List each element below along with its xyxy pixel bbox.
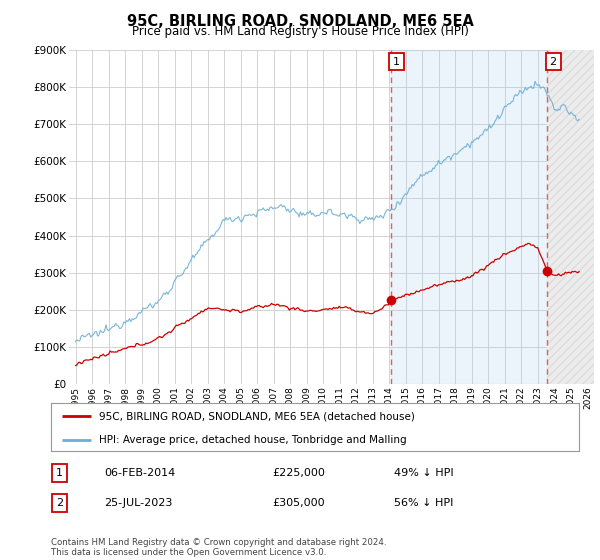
Text: 1: 1: [56, 468, 63, 478]
Text: HPI: Average price, detached house, Tonbridge and Malling: HPI: Average price, detached house, Tonb…: [98, 435, 406, 445]
Bar: [547, 50, 596, 384]
Text: 2: 2: [56, 498, 64, 508]
Text: 95C, BIRLING ROAD, SNODLAND, ME6 5EA (detached house): 95C, BIRLING ROAD, SNODLAND, ME6 5EA (de…: [98, 411, 415, 421]
Text: Contains HM Land Registry data © Crown copyright and database right 2024.
This d: Contains HM Land Registry data © Crown c…: [51, 538, 386, 557]
Bar: [547, 50, 596, 384]
Text: 1: 1: [393, 57, 400, 67]
Text: 56% ↓ HPI: 56% ↓ HPI: [394, 498, 454, 508]
Text: Price paid vs. HM Land Registry's House Price Index (HPI): Price paid vs. HM Land Registry's House …: [131, 25, 469, 38]
Text: £225,000: £225,000: [273, 468, 326, 478]
Text: 25-JUL-2023: 25-JUL-2023: [104, 498, 172, 508]
Text: 2: 2: [550, 57, 557, 67]
Text: £305,000: £305,000: [273, 498, 325, 508]
Text: 49% ↓ HPI: 49% ↓ HPI: [394, 468, 454, 478]
Text: 06-FEB-2014: 06-FEB-2014: [104, 468, 175, 478]
Text: 95C, BIRLING ROAD, SNODLAND, ME6 5EA: 95C, BIRLING ROAD, SNODLAND, ME6 5EA: [127, 14, 473, 29]
Bar: [391, 50, 547, 384]
